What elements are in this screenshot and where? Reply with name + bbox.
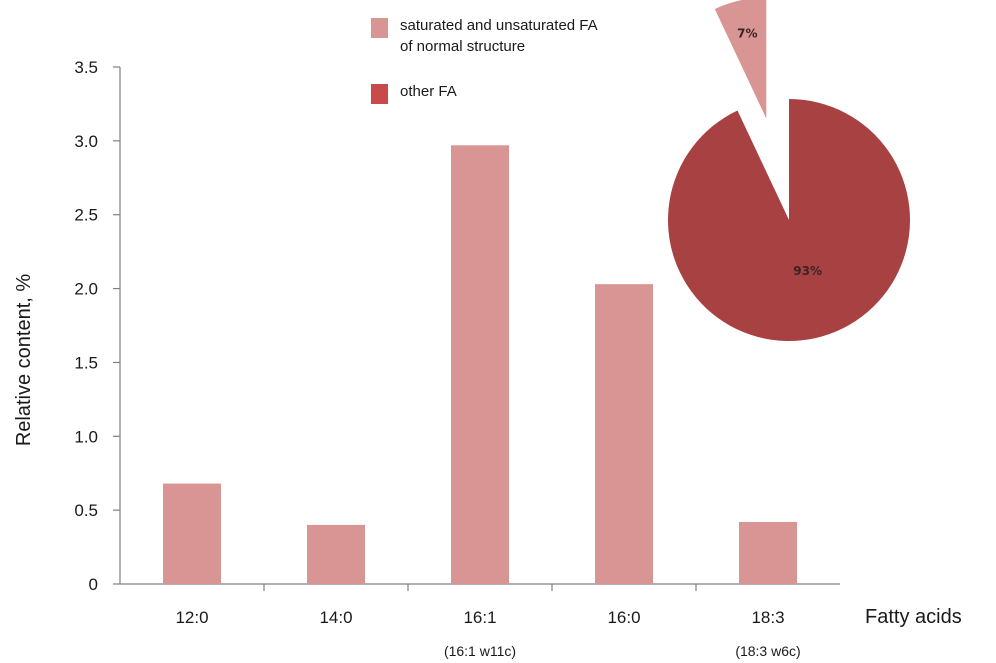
y-axis-title: Relative content, %: [13, 274, 35, 447]
pie-slice: [667, 99, 910, 341]
y-tick-label: 3.0: [74, 132, 98, 151]
bar: [451, 145, 509, 584]
y-tick-label: 0: [89, 575, 98, 594]
legend-swatch-other-fa: [371, 84, 388, 104]
bar: [163, 483, 221, 584]
y-tick-label: 1.0: [74, 427, 98, 446]
x-axis-labels: 12:0 14:0 16:1 (16:1 w11c) 16:0 18:3 (18:3 w6c…: [175, 608, 800, 659]
bar: [739, 521, 797, 584]
x-axis-title: Fatty acids: [865, 606, 962, 628]
y-tick-label: 2.5: [74, 206, 98, 225]
legend: saturated and unsaturated FA of normal s…: [371, 17, 598, 104]
y-tick-label: 1.5: [74, 353, 98, 372]
x-category-label: 16:1: [463, 608, 496, 627]
x-category-sublabel: (18:3 w6c): [735, 643, 800, 659]
pie-slice-label: 93%: [793, 264, 822, 278]
pie-slice-label: 7%: [737, 26, 757, 40]
pie-slice: [714, 0, 767, 119]
y-axis-ticks: 0 0.5 1.0 1.5 2.0 2.5 3.0 3.5: [74, 58, 120, 594]
x-category-label: 14:0: [319, 608, 352, 627]
bar: [307, 524, 365, 584]
y-tick-label: 2.0: [74, 280, 98, 299]
inset-pie-chart: 7% 93%: [667, 0, 910, 341]
legend-swatch-normal-fa: [371, 18, 388, 38]
x-category-label: 12:0: [175, 608, 208, 627]
y-tick-label: 0.5: [74, 501, 98, 520]
x-category-sublabel: (16:1 w11c): [444, 643, 516, 659]
legend-label-normal-fa-line1: saturated and unsaturated FA: [400, 17, 598, 34]
x-category-label: 16:0: [607, 608, 640, 627]
y-tick-label: 3.5: [74, 58, 98, 77]
legend-label-other-fa: other FA: [400, 83, 457, 100]
x-axis-ticks: [263, 584, 697, 591]
x-category-label: 18:3: [751, 608, 784, 627]
bar-series: [163, 145, 797, 584]
bar: [595, 284, 653, 584]
legend-label-normal-fa-line2: of normal structure: [400, 38, 525, 55]
